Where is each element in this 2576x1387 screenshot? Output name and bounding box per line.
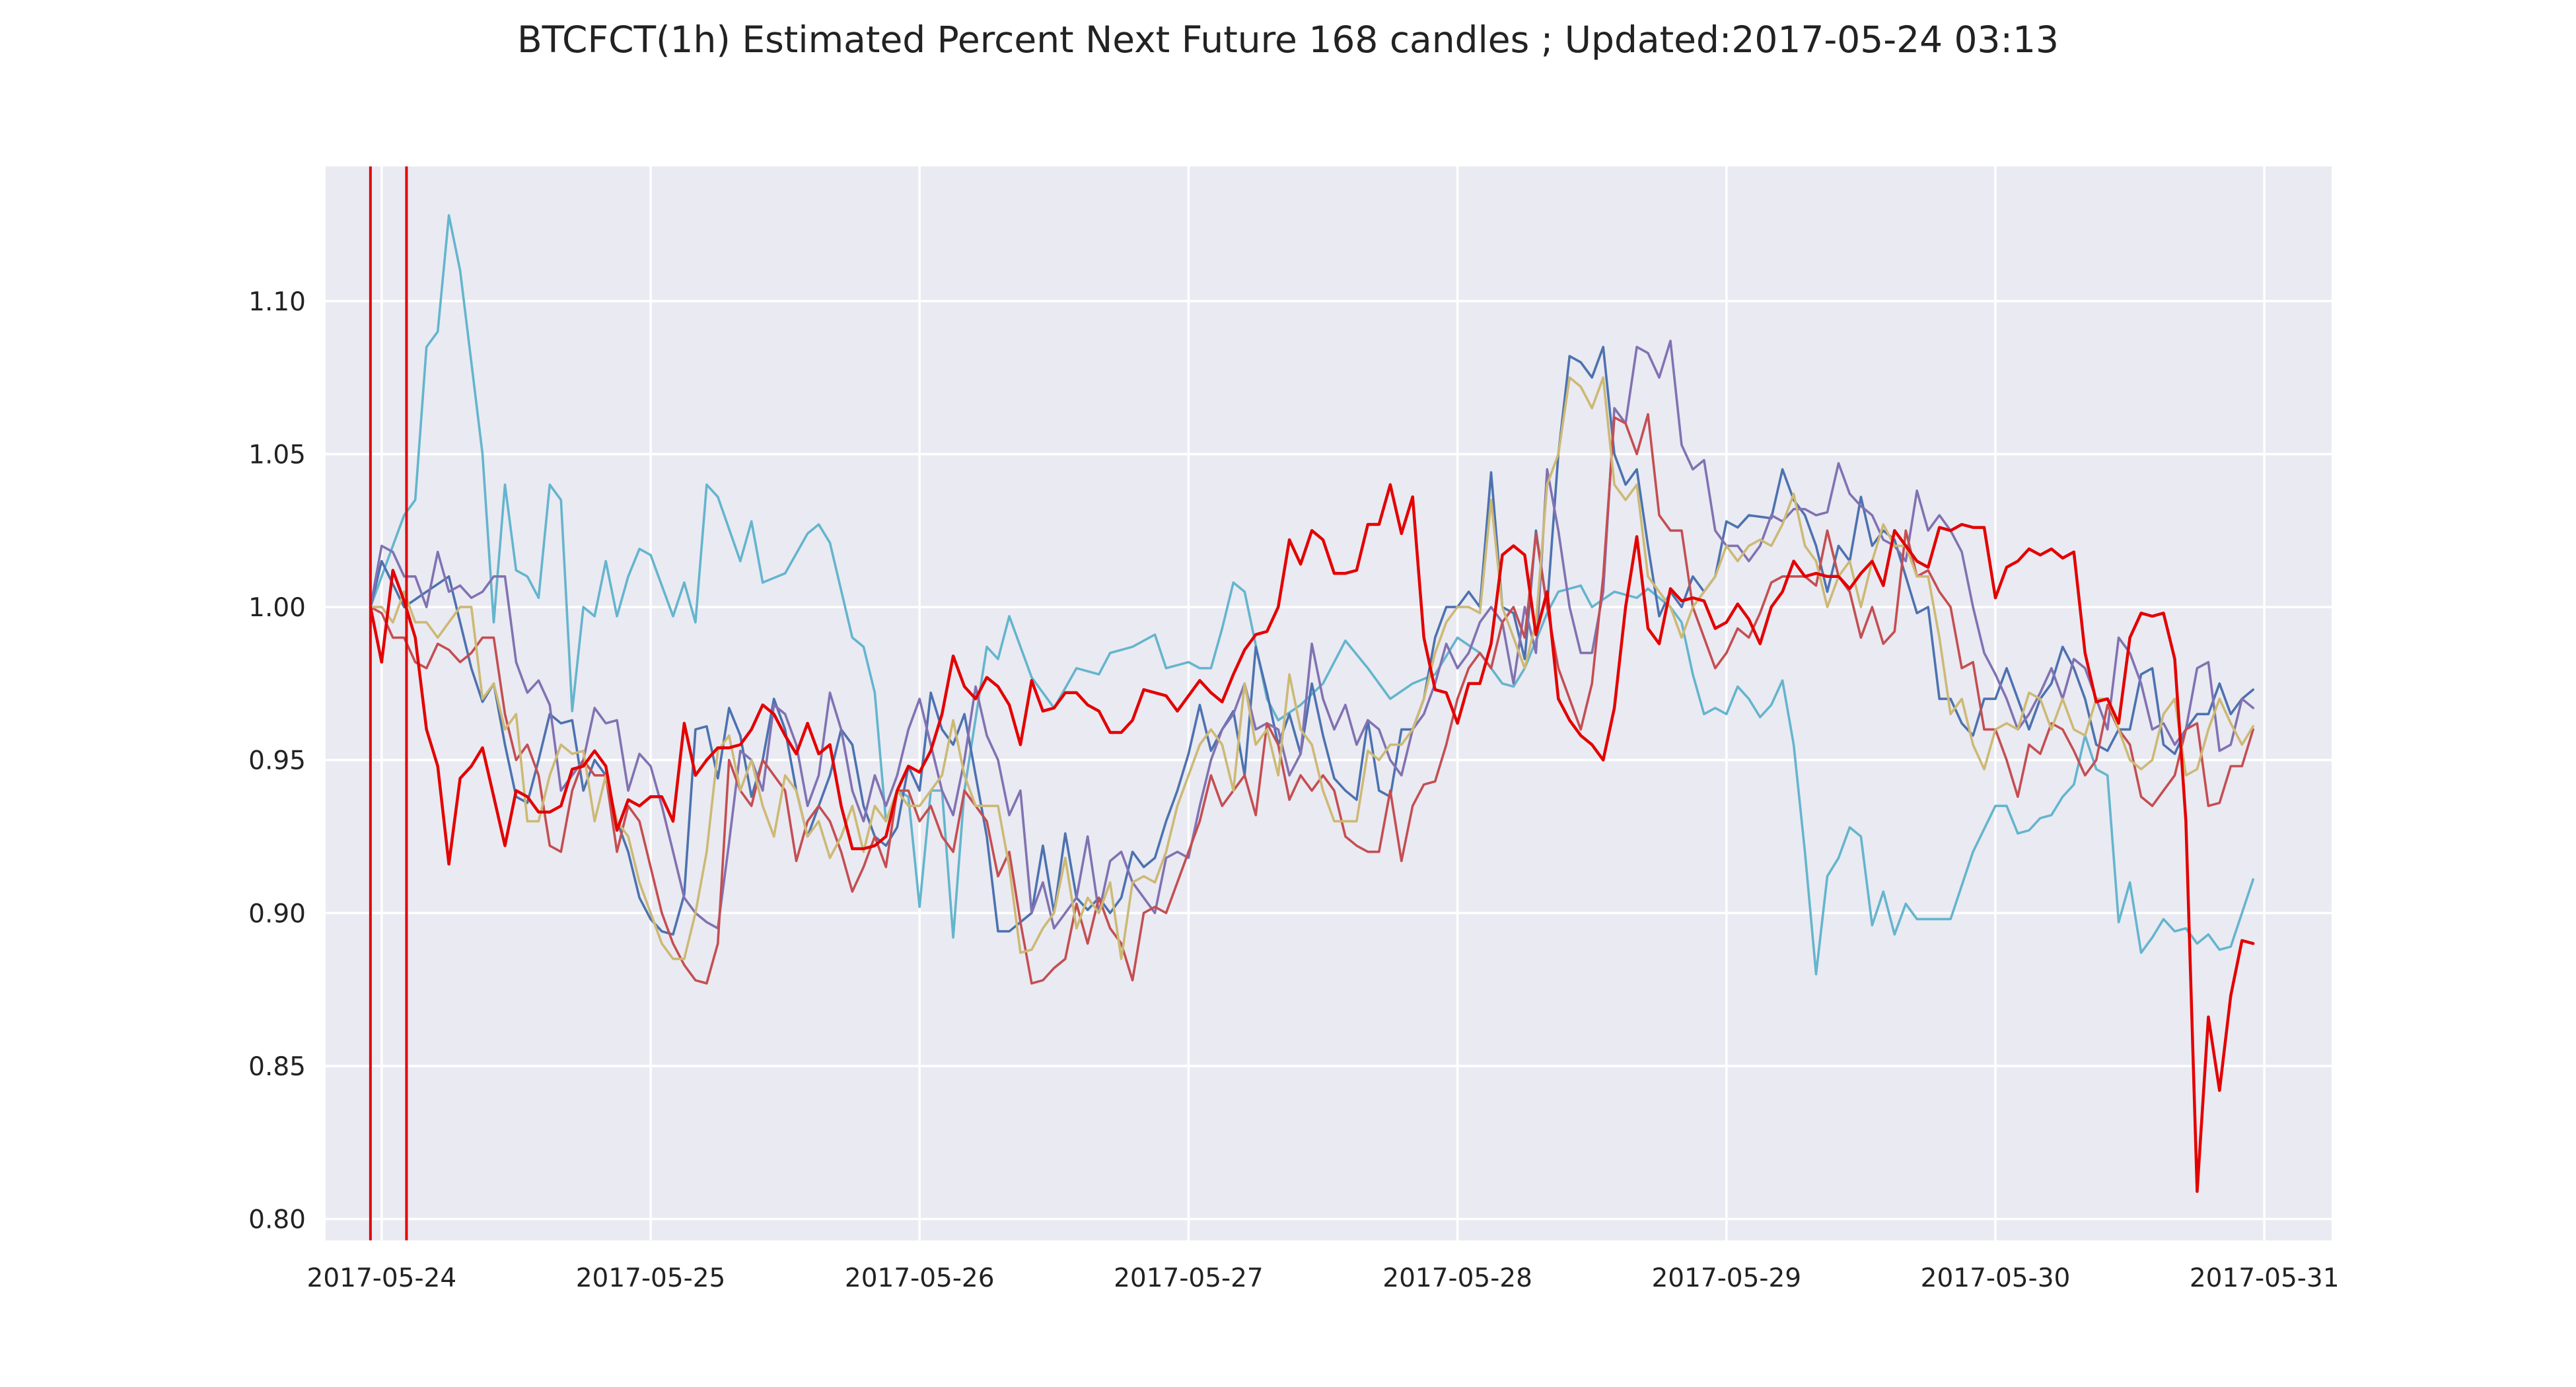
vertical-markers bbox=[369, 166, 408, 1240]
x-tick-label: 2017-05-25 bbox=[576, 1263, 726, 1293]
y-tick-label: 0.95 bbox=[248, 746, 306, 776]
series-line-6 bbox=[369, 483, 2255, 1193]
series-line-4 bbox=[369, 413, 2254, 985]
series-line-1 bbox=[369, 214, 2254, 976]
x-tick-label: 2017-05-31 bbox=[2190, 1263, 2340, 1293]
x-tick-label: 2017-05-29 bbox=[1651, 1263, 1801, 1293]
x-tick-label: 2017-05-27 bbox=[1114, 1263, 1264, 1293]
y-tick-label: 1.00 bbox=[248, 593, 306, 623]
tick-labels: 0.80 0.85 0.90 0.95 1.00 1.05 1.10 2017-05-24 20… bbox=[248, 287, 2339, 1293]
series-line-3 bbox=[369, 339, 2254, 930]
x-tick-label: 2017-05-28 bbox=[1382, 1263, 1532, 1293]
plot-area bbox=[326, 166, 2332, 1240]
y-tick-label: 1.10 bbox=[248, 287, 306, 317]
series-line-5 bbox=[369, 376, 2254, 960]
y-tick-label: 0.90 bbox=[248, 899, 306, 929]
y-tick-label: 0.80 bbox=[248, 1205, 306, 1235]
y-tick-label: 1.05 bbox=[248, 440, 306, 470]
x-tick-label: 2017-05-24 bbox=[307, 1263, 457, 1293]
series-layer bbox=[369, 214, 2255, 1193]
chart-title: BTCFCT(1h) Estimated Percent Next Future… bbox=[517, 18, 2059, 61]
x-tick-label: 2017-05-30 bbox=[1921, 1263, 2071, 1293]
x-tick-label: 2017-05-26 bbox=[845, 1263, 995, 1293]
y-tick-label: 0.85 bbox=[248, 1052, 306, 1082]
